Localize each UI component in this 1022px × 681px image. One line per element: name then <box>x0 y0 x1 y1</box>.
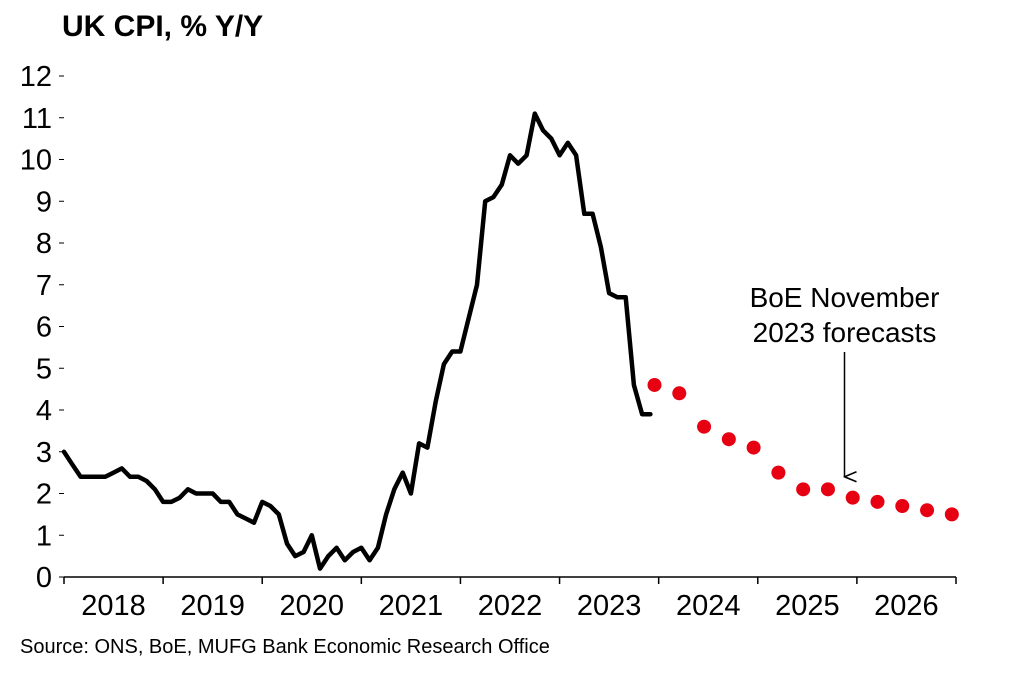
y-tick-label: 1 <box>36 520 52 552</box>
annotation-text: 2023 forecasts <box>753 317 937 348</box>
y-tick-label: 0 <box>36 562 52 594</box>
y-tick-label: 10 <box>20 145 52 177</box>
forecast-dot <box>895 499 910 514</box>
forecast-dot <box>920 503 935 518</box>
x-tick-label: 2022 <box>478 590 543 622</box>
forecast-dot <box>771 465 786 480</box>
y-tick-label: 7 <box>36 270 52 302</box>
x-tick-label: 2025 <box>775 590 840 622</box>
y-tick-label: 11 <box>22 103 52 135</box>
y-tick-label: 4 <box>36 395 52 427</box>
x-axis: 2018 2019 2020 2021 2022 2023 2024 2025 2026 <box>63 576 957 622</box>
annotation-layer: BoE November 2023 forecasts <box>750 282 940 477</box>
forecast-dot <box>746 440 761 455</box>
y-tick-label: 8 <box>36 228 52 260</box>
forecast-dot <box>721 432 736 447</box>
forecast-dot <box>672 386 687 401</box>
x-tick-label: 2024 <box>676 590 741 622</box>
y-tick-label: 3 <box>36 437 52 469</box>
forecast-dot <box>845 490 860 505</box>
x-tick-label: 2020 <box>280 590 345 622</box>
x-tick-label: 2019 <box>180 590 245 622</box>
x-tick-label: 2023 <box>577 590 642 622</box>
x-tick-label: 2018 <box>81 590 146 622</box>
y-tick-label: 9 <box>36 186 52 218</box>
forecast-dot <box>944 507 959 522</box>
chart-title: UK CPI, % Y/Y <box>62 10 264 43</box>
annotation-text: BoE November <box>750 282 940 313</box>
forecast-dot <box>820 482 835 497</box>
chart-source: Source: ONS, BoE, MUFG Bank Economic Res… <box>20 636 550 658</box>
forecast-dot <box>870 494 885 509</box>
y-tick-label: 12 <box>20 61 52 93</box>
x-tick-label: 2026 <box>874 590 939 622</box>
y-tick-label: 6 <box>36 312 52 344</box>
y-tick-label: 5 <box>36 353 52 385</box>
cpi-line <box>61 111 653 571</box>
forecast-dot <box>796 482 811 497</box>
forecast-dot <box>697 419 712 434</box>
x-tick-label: 2021 <box>379 590 444 622</box>
forecast-dot <box>647 377 662 392</box>
series-layer <box>61 111 959 571</box>
y-tick-label: 2 <box>36 479 52 511</box>
